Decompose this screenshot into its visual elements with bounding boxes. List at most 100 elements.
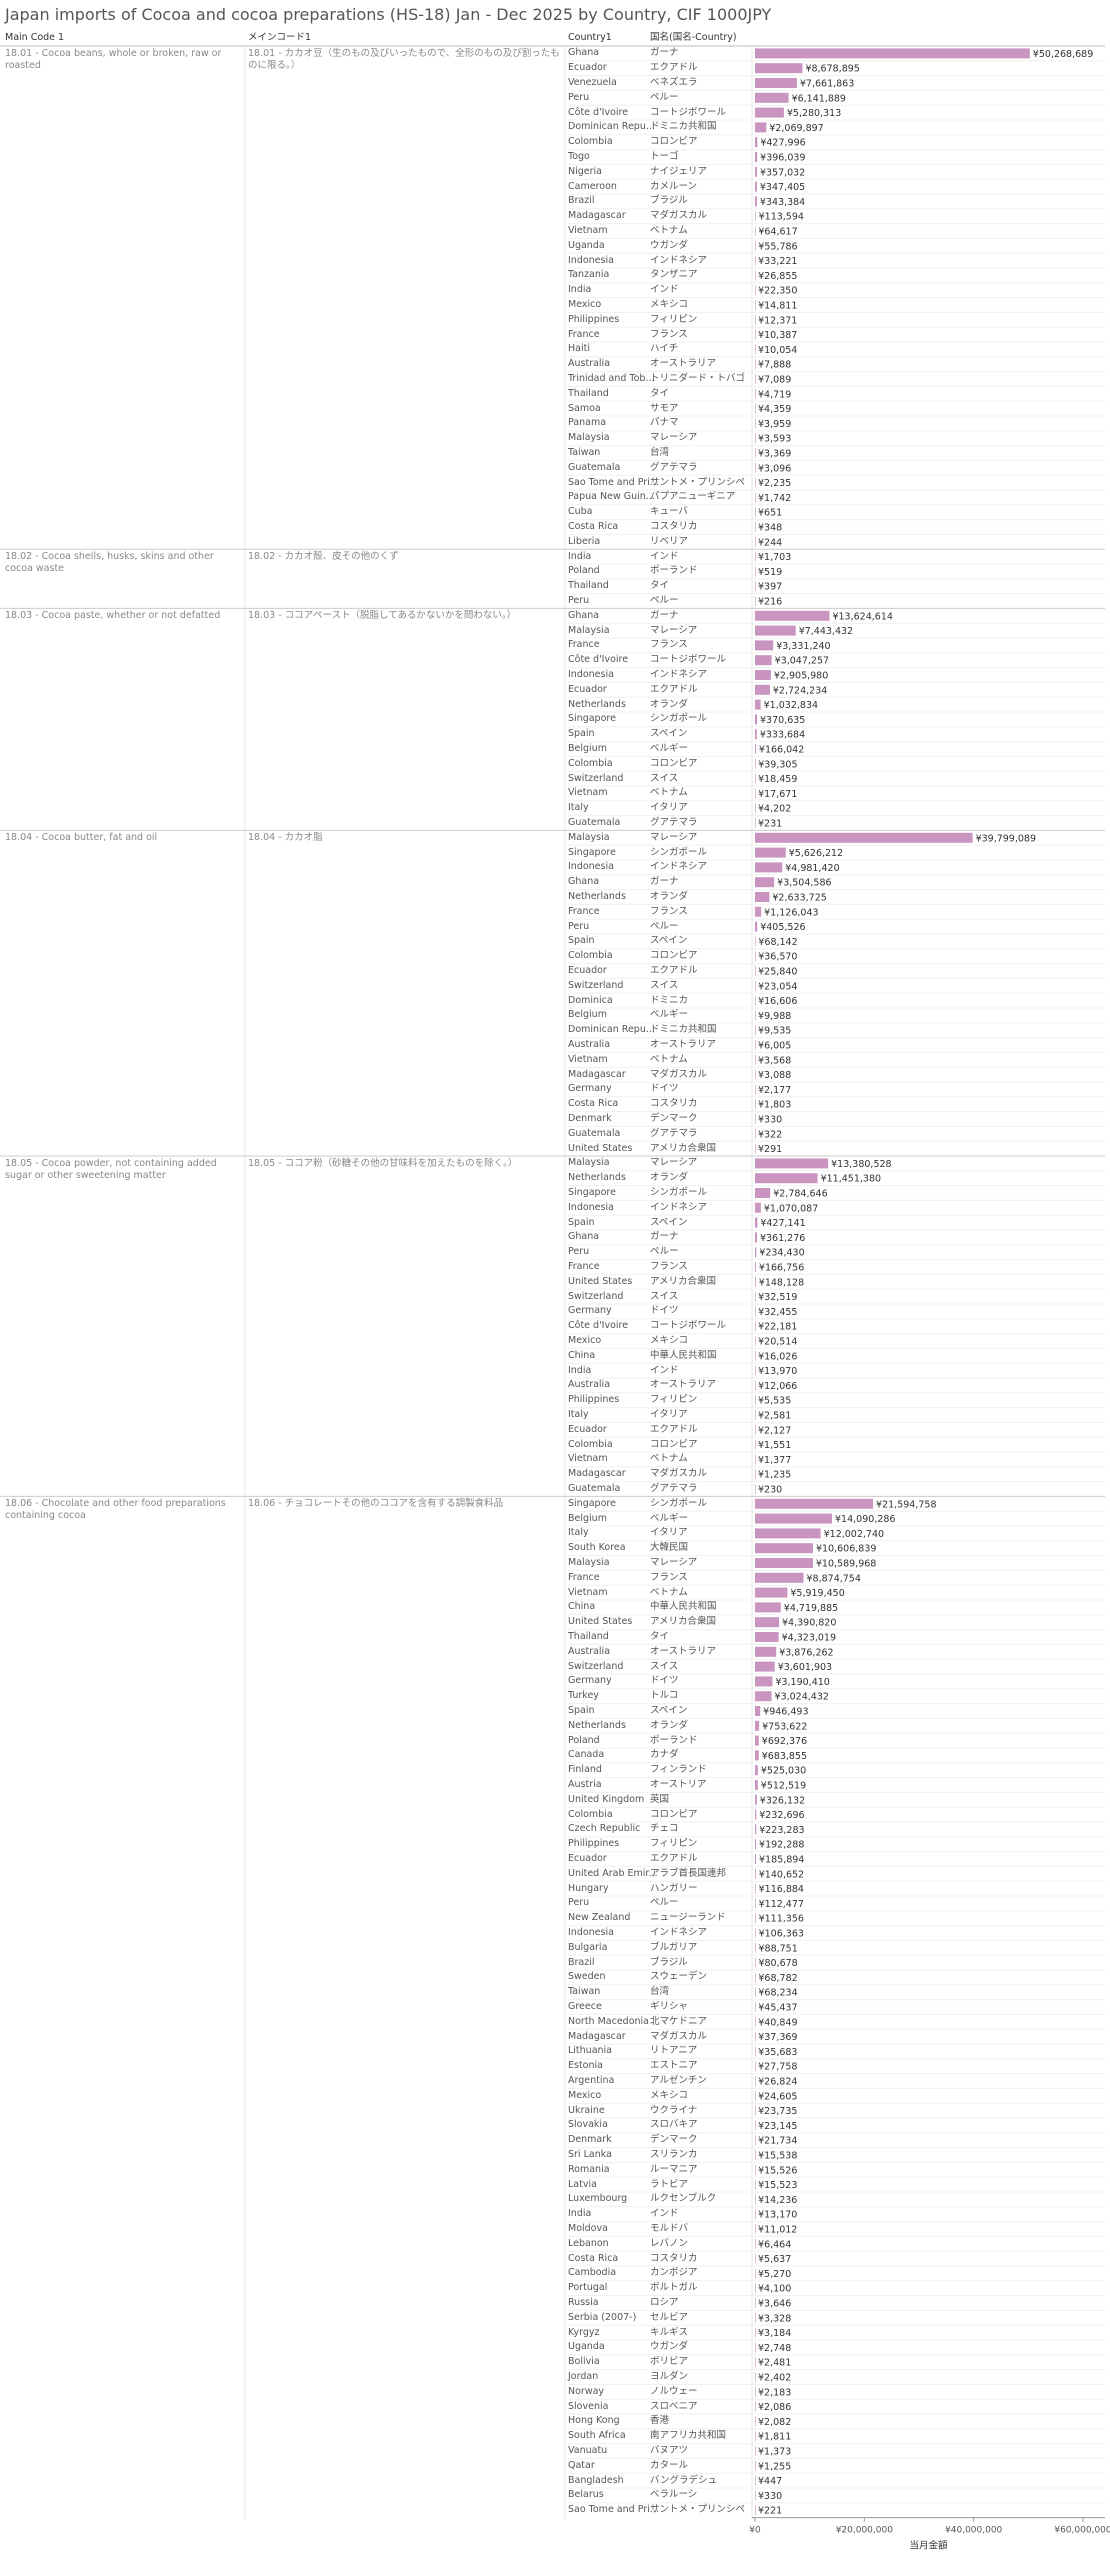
value-label: ¥330: [758, 1115, 782, 1126]
country-jp: ブルガリア: [650, 1941, 698, 1953]
bar: [755, 211, 756, 222]
value-label: ¥234,430: [759, 1248, 804, 1259]
country-jp: フランス: [650, 639, 688, 651]
country-jp: コロンビア: [650, 950, 698, 962]
column-header: Main Code 1: [5, 32, 65, 43]
bar: [755, 2164, 756, 2175]
country-jp: シンガポール: [650, 1187, 708, 1198]
bar: [755, 1572, 804, 1583]
country-jp: トリニダード・トバゴ: [650, 373, 746, 384]
value-label: ¥3,047,257: [775, 656, 829, 667]
country: Trinidad and Tob...: [568, 373, 655, 384]
value-label: ¥68,782: [758, 1973, 797, 1984]
bar: [755, 1587, 788, 1598]
x-tick-label: ¥40,000,000: [945, 2526, 1003, 2536]
country-jp: 大韓民国: [650, 1542, 689, 1554]
bar: [755, 137, 758, 148]
country: Serbia (2007-): [568, 2311, 637, 2323]
value-label: ¥113,594: [759, 212, 804, 223]
country-jp: インド: [650, 284, 679, 296]
country-jp: マレーシア: [650, 1157, 698, 1169]
country: Italy: [568, 1409, 589, 1420]
country: Malaysia: [568, 624, 610, 636]
country-jp: エクアドル: [650, 62, 698, 74]
country: Ecuador: [568, 1423, 607, 1435]
country: Vanuatu: [568, 2445, 608, 2456]
value-label: ¥23,145: [758, 2121, 797, 2132]
bar: [755, 2090, 756, 2101]
bar: [755, 966, 756, 976]
country-jp: アラブ首長国連邦: [650, 1867, 727, 1879]
value-label: ¥946,493: [763, 1707, 808, 1718]
bar: [755, 832, 973, 843]
country-jp: ギリシャ: [650, 2001, 689, 2012]
bar: [755, 2431, 756, 2442]
value-label: ¥9,535: [758, 1026, 791, 1037]
country-jp: ベルギー: [650, 743, 689, 754]
country: India: [568, 284, 592, 296]
bar: [755, 181, 757, 192]
country-jp: ベトナム: [650, 1586, 688, 1598]
country-jp: フランス: [650, 1571, 688, 1583]
value-label: ¥24,605: [758, 2091, 797, 2102]
bar: [755, 1143, 756, 1154]
value-label: ¥1,811: [758, 2432, 791, 2443]
country-jp: ナイジェリア: [650, 165, 708, 177]
country: Colombia: [568, 757, 613, 769]
country-jp: ハイチ: [650, 343, 679, 355]
country: Malaysia: [568, 432, 610, 444]
country-jp: インドネシア: [650, 861, 708, 873]
value-label: ¥2,724,234: [773, 685, 827, 696]
bar: [755, 1306, 756, 1317]
country-jp: ラトビア: [650, 2178, 689, 2190]
bar: [755, 1765, 758, 1776]
bar: [755, 1720, 760, 1731]
country: Estonia: [568, 2060, 603, 2072]
country: Madagascar: [568, 2030, 626, 2042]
country: India: [568, 2208, 592, 2220]
value-label: ¥22,181: [758, 1322, 797, 1333]
country-jp: ニュージーランド: [650, 1912, 726, 1924]
value-label: ¥2,082: [758, 2417, 791, 2428]
bar: [755, 1469, 756, 1480]
country: Madagascar: [568, 1468, 626, 1480]
value-label: ¥22,350: [758, 286, 797, 297]
value-label: ¥4,323,019: [782, 1633, 836, 1644]
country-jp: マダガスカル: [650, 210, 708, 222]
country-jp: セルビア: [650, 2311, 689, 2323]
value-label: ¥23,735: [758, 2106, 797, 2117]
country-jp: アメリカ合衆国: [650, 1275, 717, 1287]
value-label: ¥18,459: [758, 774, 797, 785]
main-code-jp: 18.03 - ココアペースト（脱脂してあるかないかを問わない。）: [248, 609, 517, 621]
country: Madagascar: [568, 210, 626, 222]
country: Vietnam: [568, 1053, 608, 1065]
bar: [755, 1528, 821, 1539]
bar: [755, 1498, 874, 1509]
country-jp: デンマーク: [650, 2134, 698, 2146]
country: Slovakia: [568, 2119, 608, 2131]
bar: [755, 1276, 756, 1287]
value-label: ¥427,141: [760, 1218, 805, 1229]
bar: [755, 610, 830, 621]
bar: [755, 2505, 756, 2516]
value-label: ¥112,477: [759, 1899, 804, 1910]
country-jp: リベリア: [650, 535, 689, 547]
country: Dominican Repu...: [568, 1024, 655, 1036]
value-label: ¥3,959: [758, 419, 791, 430]
country: Canada: [568, 1749, 605, 1761]
country: Venezuela: [568, 77, 617, 88]
country-jp: スイス: [650, 1290, 679, 1302]
country-jp: スロベニア: [650, 2400, 698, 2412]
value-label: ¥357,032: [760, 167, 805, 178]
main-code: 18.05 - Cocoa powder, not containing add…: [5, 1157, 217, 1181]
country: Indonesia: [568, 1927, 614, 1938]
country-jp: ドミニカ共和国: [650, 121, 717, 133]
country: France: [568, 639, 600, 651]
value-label: ¥6,141,889: [792, 93, 846, 104]
value-label: ¥1,703: [758, 552, 791, 563]
value-label: ¥14,811: [758, 301, 797, 312]
country: Nigeria: [568, 165, 602, 177]
country-jp: オーストラリア: [650, 1645, 717, 1657]
country-jp: オランダ: [650, 1719, 689, 1731]
country-jp: オーストラリア: [650, 358, 717, 370]
